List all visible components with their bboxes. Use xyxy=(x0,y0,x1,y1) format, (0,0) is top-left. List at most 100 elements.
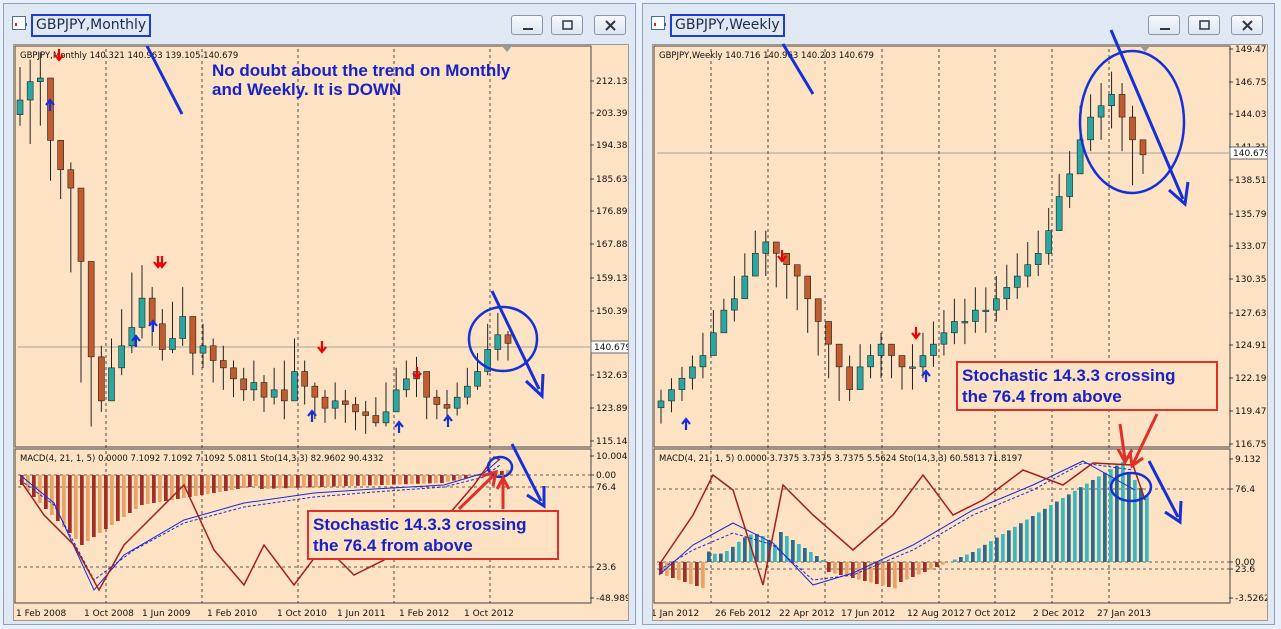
macd-histogram-bar xyxy=(977,548,981,562)
candle-body xyxy=(993,298,1000,311)
macd-histogram-bar xyxy=(314,475,318,488)
chart-shift-marker xyxy=(1140,46,1150,52)
macd-histogram-bar xyxy=(779,532,783,562)
macd-histogram-bar xyxy=(20,475,24,485)
macd-histogram-bar xyxy=(989,541,993,562)
macd-histogram-bar xyxy=(260,475,264,489)
macd-histogram-bar xyxy=(929,562,933,570)
candle-body xyxy=(731,298,738,311)
indicator-tick-label: 76.4 xyxy=(1235,485,1255,495)
macd-histogram-bar xyxy=(1079,487,1083,562)
candle-body xyxy=(504,334,512,344)
macd-histogram-bar xyxy=(332,475,336,487)
candle-body xyxy=(362,411,369,416)
macd-histogram-bar xyxy=(110,475,114,525)
candle-body xyxy=(98,356,105,402)
macd-histogram-bar xyxy=(116,475,120,521)
macd-histogram-bar xyxy=(701,562,705,588)
macd-histogram-bar xyxy=(428,475,432,484)
macd-histogram-bar xyxy=(905,562,909,580)
up-signal-arrow xyxy=(148,319,158,332)
macd-histogram-bar xyxy=(200,475,204,495)
candle-body xyxy=(331,400,339,409)
price-chart-svg[interactable]: GBPJPY,Monthly 140.321 140.963 139.105 1… xyxy=(14,45,628,620)
macd-histogram-bar xyxy=(380,475,384,485)
chart-window-weekly[interactable]: GBPJPY,Weekly GBPJPY,Weekly 140.716 140.… xyxy=(642,3,1275,625)
candle-body xyxy=(128,327,136,347)
macd-histogram-bar xyxy=(719,553,723,562)
macd-histogram-bar xyxy=(488,473,492,475)
macd-histogram-bar xyxy=(659,562,663,574)
candle-body xyxy=(888,343,895,356)
price-tick-label: 116.750 xyxy=(1235,440,1267,450)
macd-histogram-bar xyxy=(308,475,312,488)
candle-body xyxy=(372,415,380,424)
maximize-button[interactable] xyxy=(551,15,583,35)
indicator-tick-label: -3.5262 xyxy=(1235,594,1267,604)
minimize-icon xyxy=(1160,28,1170,30)
macd-histogram-bar xyxy=(1133,480,1137,562)
macd-histogram-bar xyxy=(92,475,96,537)
price-tick-label: 132.635 xyxy=(596,371,628,381)
candle-body xyxy=(1097,105,1105,118)
macd-histogram-bar xyxy=(755,534,759,562)
macd-histogram-bar xyxy=(494,472,498,475)
candle-body xyxy=(1034,253,1042,265)
current-price-label: 140.679 xyxy=(594,343,628,353)
price-tick-label: 159.135 xyxy=(596,274,628,284)
window-title: GBPJPY,Monthly xyxy=(31,14,152,37)
date-axis-label: 1 Jun 2011 xyxy=(337,609,385,619)
candle-body xyxy=(108,367,115,402)
macd-histogram-bar xyxy=(785,536,789,562)
close-button[interactable] xyxy=(1231,15,1263,35)
macd-histogram-bar xyxy=(983,544,987,562)
chart-area[interactable]: GBPJPY,Weekly 140.716 140.963 140.203 14… xyxy=(652,44,1268,621)
up-signal-arrow xyxy=(443,414,453,427)
candle-body xyxy=(453,396,461,409)
up-signal-arrow xyxy=(307,409,317,422)
macd-histogram-bar xyxy=(242,475,246,488)
minimize-button[interactable] xyxy=(1148,15,1180,35)
macd-histogram-bar xyxy=(182,475,186,498)
macd-histogram-bar xyxy=(146,475,150,504)
macd-histogram-bar xyxy=(74,475,78,539)
price-tick-label: 194.380 xyxy=(596,141,628,151)
candle-body xyxy=(281,389,288,402)
candle-body xyxy=(752,253,759,277)
indicator-info-label: MACD(4, 21, 1, 5) 0.0000 3.7375 3.7375 3… xyxy=(659,454,1023,464)
window-titlebar[interactable]: GBPJPY,Monthly xyxy=(4,4,635,40)
up-signal-arrow xyxy=(921,369,931,382)
macd-histogram-bar xyxy=(1043,508,1047,562)
candle-body xyxy=(1076,139,1084,175)
macd-histogram-bar xyxy=(80,475,84,545)
macd-histogram-bar xyxy=(236,475,240,489)
price-tick-label: 146.750 xyxy=(1235,78,1267,88)
macd-histogram-bar xyxy=(434,475,438,484)
minimize-icon xyxy=(523,28,533,30)
macd-histogram-bar xyxy=(164,475,168,501)
macd-histogram-bar xyxy=(1127,472,1131,562)
stochastic-line xyxy=(658,462,1146,586)
close-icon xyxy=(1242,20,1253,31)
candle-body xyxy=(87,261,95,358)
candle-body xyxy=(982,309,990,312)
down-signal-arrow xyxy=(54,49,64,62)
macd-histogram-bar xyxy=(128,475,132,513)
macd-signal-line xyxy=(658,462,1134,581)
date-axis-label: 26 Feb 2012 xyxy=(715,609,771,619)
candle-body xyxy=(179,316,186,339)
candle-body xyxy=(1066,173,1073,197)
minimize-button[interactable] xyxy=(511,15,543,35)
date-axis-label: 1 Feb 2010 xyxy=(207,609,258,619)
close-button[interactable] xyxy=(594,15,626,35)
macd-histogram-bar xyxy=(302,475,306,488)
price-tick-label: 130.350 xyxy=(1235,275,1267,285)
current-price-label: 140.679 xyxy=(1233,149,1267,159)
indicator-tick-label: 9.132 xyxy=(1235,455,1261,465)
candle-body xyxy=(951,321,958,334)
chart-window-monthly[interactable]: GBPJPY,Monthly GBPJPY,Monthly 140.321 14… xyxy=(3,3,636,625)
window-titlebar[interactable]: GBPJPY,Weekly xyxy=(643,4,1274,40)
price-chart-svg[interactable]: GBPJPY,Weekly 140.716 140.963 140.203 14… xyxy=(653,45,1267,620)
macd-histogram-bar xyxy=(803,548,807,562)
maximize-button[interactable] xyxy=(1188,15,1220,35)
